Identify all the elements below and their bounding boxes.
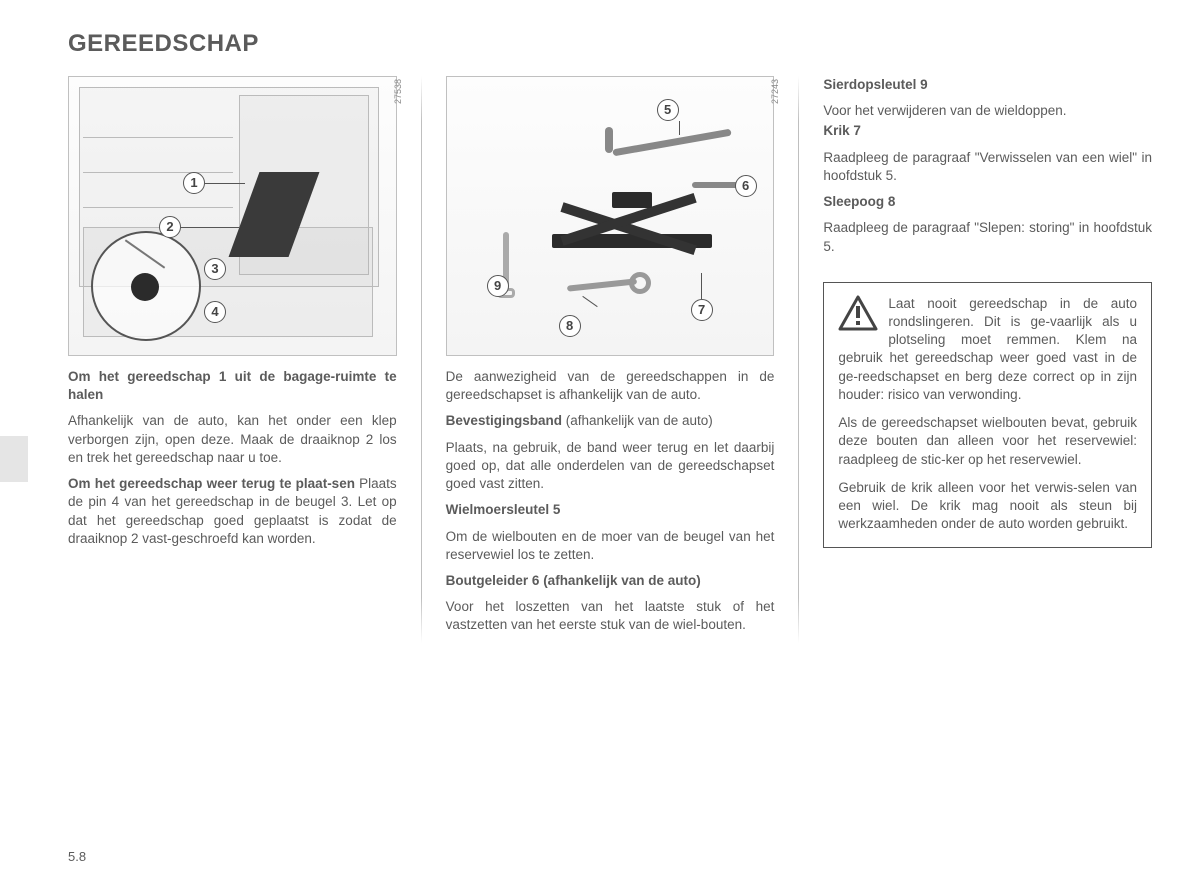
col2-heading-3: Wielmoersleutel 5 — [446, 501, 775, 519]
col1-para-1: Afhankelijk van de auto, kan het onder e… — [68, 412, 397, 467]
column-2: 27243 — [446, 76, 775, 643]
col2-para-4: Voor het loszetten van het laatste stuk … — [446, 598, 775, 634]
warning-para-2: Als de gereedschapset wielbouten bevat, … — [838, 414, 1137, 469]
callout-2: 2 — [159, 216, 181, 238]
content-columns: 27538 1 2 3 4 O — [68, 76, 1152, 643]
figure-2-ref: 27243 — [769, 79, 781, 104]
col1-heading-1: Om het gereedschap 1 uit de bagage-ruimt… — [68, 368, 397, 404]
callout-6: 6 — [735, 175, 757, 197]
warning-para-3: Gebruik de krik alleen voor het verwis-s… — [838, 479, 1137, 534]
callout-8: 8 — [559, 315, 581, 337]
col3-para-2: Raadpleeg de paragraaf "Verwisselen van … — [823, 149, 1152, 185]
warning-para-1: Laat nooit gereedschap in de auto rondsl… — [838, 295, 1137, 404]
detail-circle — [91, 231, 201, 341]
callout-1: 1 — [183, 172, 205, 194]
column-1: 27538 1 2 3 4 O — [68, 76, 397, 643]
warning-icon — [838, 295, 878, 331]
manual-page: GEREEDSCHAP 27538 1 — [0, 0, 1200, 888]
page-number: 5.8 — [68, 849, 86, 864]
col3-para-3: Raadpleeg de paragraaf "Slepen: storing"… — [823, 219, 1152, 255]
callout-4: 4 — [204, 301, 226, 323]
figure-1-ref: 27538 — [392, 79, 404, 104]
callout-9: 9 — [487, 275, 509, 297]
column-3: Sierdopsleutel 9 Voor het verwijderen va… — [823, 76, 1152, 643]
col3-heading-2: Krik 7 — [823, 122, 1152, 140]
col3-heading-1: Sierdopsleutel 9 — [823, 76, 1152, 94]
warning-box: Laat nooit gereedschap in de auto rondsl… — [823, 282, 1152, 549]
col1-heading-2: Om het gereedschap weer terug te plaat-s… — [68, 475, 397, 548]
col2-para-2: Plaats, na gebruik, de band weer terug e… — [446, 439, 775, 494]
callout-3: 3 — [204, 258, 226, 280]
page-title: GEREEDSCHAP — [68, 30, 1152, 58]
jack-illustration — [552, 192, 712, 262]
col2-heading-2: Bevestigingsband (afhankelijk van de aut… — [446, 412, 775, 430]
col3-heading-3: Sleepoog 8 — [823, 193, 1152, 211]
callout-7: 7 — [691, 299, 713, 321]
callout-5: 5 — [657, 99, 679, 121]
column-divider-1 — [421, 76, 422, 643]
figure-2: 27243 — [446, 76, 775, 356]
col2-para-3: Om de wielbouten en de moer van de beuge… — [446, 528, 775, 564]
col3-para-1: Voor het verwijderen van de wieldoppen. — [823, 102, 1152, 120]
figure-1: 27538 1 2 3 4 — [68, 76, 397, 356]
col2-heading-4: Boutgeleider 6 (afhankelijk van de auto) — [446, 572, 775, 590]
column-divider-2 — [798, 76, 799, 643]
col2-para-1: De aanwezigheid van de gereedschappen in… — [446, 368, 775, 404]
